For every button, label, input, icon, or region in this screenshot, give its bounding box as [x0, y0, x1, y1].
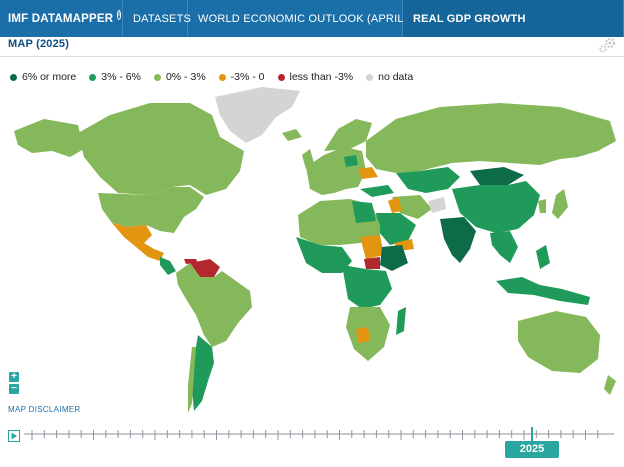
- world-map[interactable]: [0, 85, 624, 425]
- datasets-label: DATASETS: [133, 12, 192, 25]
- title-divider: [0, 56, 624, 57]
- region-europe[interactable]: [306, 147, 366, 195]
- region-iraq[interactable]: [388, 197, 402, 213]
- map-disclaimer-link[interactable]: MAP DISCLAIMER: [8, 405, 81, 414]
- legend-dot: [153, 73, 161, 81]
- legend-item-minus3-to-0[interactable]: -3% - 0: [218, 71, 265, 83]
- info-icon[interactable]: i: [117, 9, 121, 20]
- region-saudi[interactable]: [376, 213, 416, 245]
- zoom-in-button[interactable]: +: [9, 372, 19, 382]
- region-egypt[interactable]: [352, 201, 376, 223]
- indicator-selector[interactable]: REAL GDP GROWTH: [403, 0, 624, 37]
- region-japan[interactable]: [552, 189, 568, 219]
- region-iceland[interactable]: [282, 129, 302, 141]
- legend-item-no-data[interactable]: no data: [366, 71, 413, 83]
- map-legend: 6% or more 3% - 6% 0% - 3% -3% - 0 less …: [10, 71, 426, 83]
- region-south-sudan[interactable]: [364, 257, 380, 269]
- region-scandinavia[interactable]: [324, 119, 372, 151]
- region-philippines[interactable]: [536, 245, 550, 269]
- legend-label: -3% - 0: [230, 71, 265, 83]
- play-button[interactable]: [8, 430, 20, 442]
- region-alaska[interactable]: [14, 119, 84, 157]
- region-central-america[interactable]: [160, 257, 176, 275]
- region-afghanistan[interactable]: [428, 197, 446, 213]
- top-nav: IMF DATAMAPPER i DATASETS WORLD ECONOMIC…: [0, 0, 624, 37]
- zoom-out-button[interactable]: −: [9, 384, 19, 394]
- legend-dot: [10, 73, 17, 81]
- map-title: MAP (2025): [8, 38, 70, 50]
- selected-year-label[interactable]: 2025: [505, 441, 559, 458]
- dataset-selector[interactable]: WORLD ECONOMIC OUTLOOK (APRIL 2025): [188, 0, 435, 37]
- legend-label: 6% or more: [22, 71, 77, 83]
- region-madagascar[interactable]: [396, 307, 406, 335]
- legend-item-3-to-6[interactable]: 3% - 6%: [89, 71, 141, 83]
- region-australia[interactable]: [518, 311, 600, 373]
- legend-item-6-or-more[interactable]: 6% or more: [10, 71, 76, 83]
- play-icon: [11, 432, 17, 440]
- region-india[interactable]: [440, 217, 476, 263]
- legend-dot: [277, 73, 285, 81]
- region-west-africa[interactable]: [296, 237, 352, 273]
- region-chile[interactable]: [188, 347, 196, 413]
- region-uk[interactable]: [302, 149, 314, 169]
- region-central-africa[interactable]: [342, 265, 392, 309]
- region-greenland[interactable]: [215, 87, 300, 143]
- region-new-zealand[interactable]: [604, 375, 616, 395]
- region-poland[interactable]: [344, 155, 358, 167]
- settings-gears-icon[interactable]: [598, 36, 618, 54]
- region-south-america-north[interactable]: [176, 263, 252, 347]
- legend-dot: [366, 73, 374, 81]
- region-turkey[interactable]: [360, 185, 394, 197]
- region-usa[interactable]: [98, 187, 204, 233]
- region-venezuela[interactable]: [190, 259, 220, 277]
- region-mexico[interactable]: [112, 223, 164, 261]
- region-china[interactable]: [452, 181, 540, 233]
- region-kazakhstan[interactable]: [396, 167, 460, 193]
- region-iran[interactable]: [392, 195, 432, 219]
- legend-dot: [218, 73, 226, 81]
- region-zambia[interactable]: [356, 327, 370, 343]
- legend-dot: [89, 73, 97, 81]
- brand-link[interactable]: IMF DATAMAPPER i: [0, 0, 123, 37]
- region-mongolia[interactable]: [470, 167, 524, 185]
- region-sudan[interactable]: [360, 235, 384, 259]
- legend-item-less-than-minus3[interactable]: less than -3%: [277, 71, 354, 83]
- year-timeline[interactable]: [24, 427, 624, 467]
- region-argentina[interactable]: [192, 335, 214, 411]
- dataset-label: WORLD ECONOMIC OUTLOOK (APRIL 2025): [198, 12, 436, 25]
- region-indonesia[interactable]: [496, 277, 590, 305]
- indicator-label: REAL GDP GROWTH: [413, 12, 526, 25]
- region-canada[interactable]: [78, 103, 244, 195]
- legend-item-0-to-3[interactable]: 0% - 3%: [153, 71, 206, 83]
- datasets-menu[interactable]: DATASETS: [123, 0, 192, 37]
- legend-label: no data: [378, 71, 414, 83]
- region-ukraine[interactable]: [358, 167, 378, 179]
- region-korea[interactable]: [538, 199, 546, 213]
- legend-label: 3% - 6%: [101, 71, 141, 83]
- region-ethiopia[interactable]: [380, 245, 408, 271]
- region-se-asia[interactable]: [490, 231, 518, 263]
- legend-label: 0% - 3%: [165, 71, 206, 83]
- brand-label: IMF DATAMAPPER: [8, 12, 114, 25]
- legend-label: less than -3%: [289, 71, 354, 83]
- region-russia[interactable]: [366, 103, 616, 173]
